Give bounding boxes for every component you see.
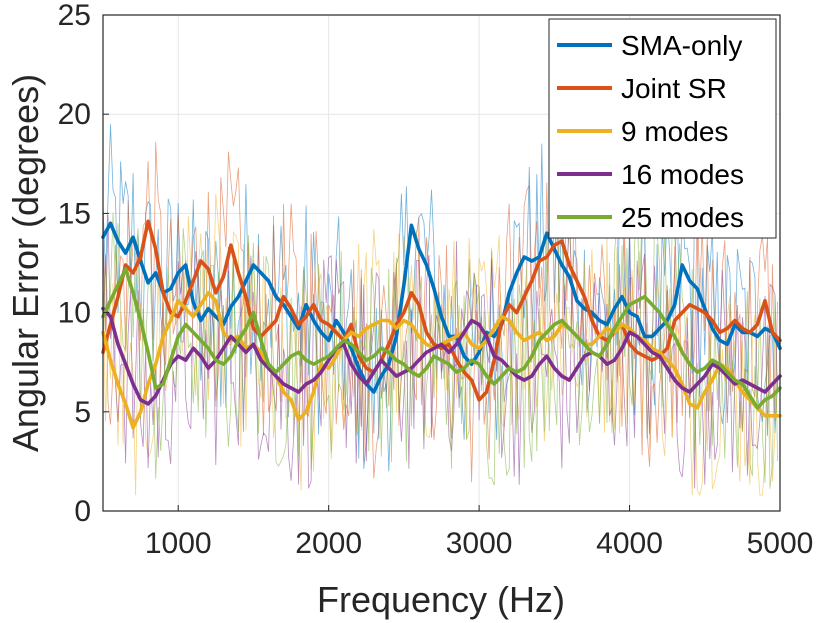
- legend-label: 9 modes: [621, 116, 728, 147]
- raw-trace-16-modes: [102, 215, 778, 489]
- x-axis-label: Frequency (Hz): [317, 579, 565, 620]
- y-tick-label: 10: [58, 297, 91, 330]
- x-tick-label: 5000: [747, 527, 814, 560]
- y-tick-label: 15: [58, 197, 91, 230]
- legend-label: 25 modes: [621, 202, 744, 233]
- plot-frame: [102, 14, 781, 512]
- series-line-joint-sr: [101, 219, 782, 402]
- axis-ticks: 1000 2000 3000 4000 5000 0 5 10 15 20 25: [58, 0, 814, 560]
- y-tick-label: 25: [58, 0, 91, 32]
- y-axis-label: Angular Error (degrees): [5, 74, 46, 452]
- series-line-25-modes: [101, 267, 782, 410]
- smoothed-traces: [101, 219, 782, 430]
- raw-trace-9-modes: [102, 193, 778, 497]
- legend-box: [548, 18, 777, 239]
- y-tick-label: 5: [74, 396, 91, 429]
- y-tick-label: 20: [58, 98, 91, 131]
- legend-label: 16 modes: [621, 159, 744, 190]
- x-tick-label: 2000: [295, 527, 362, 560]
- legend-label: SMA-only: [621, 30, 742, 61]
- legend: SMA-only Joint SR 9 modes 16 modes 25 modes: [548, 18, 777, 239]
- x-tick-label: 1000: [145, 527, 212, 560]
- x-tick-label: 3000: [446, 527, 513, 560]
- y-tick-label: 0: [74, 495, 91, 528]
- legend-label: Joint SR: [621, 73, 727, 104]
- x-tick-label: 4000: [596, 527, 663, 560]
- series-line-sma-only: [101, 221, 782, 394]
